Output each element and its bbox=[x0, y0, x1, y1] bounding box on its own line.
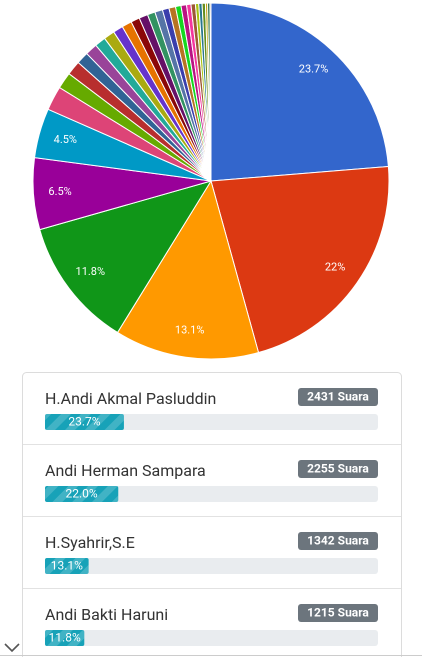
pie-slice bbox=[209, 2, 212, 182]
candidate-name: Andi Herman Sampara bbox=[45, 461, 206, 480]
votes-badge bbox=[298, 460, 378, 478]
percent-label: 22.0% bbox=[66, 487, 98, 501]
votes-label: 2255 Suara bbox=[307, 462, 369, 476]
chevron-icon[interactable] bbox=[4, 643, 20, 653]
votes-badge bbox=[298, 388, 378, 406]
progress-stripes bbox=[45, 414, 124, 430]
pie-slice bbox=[39, 180, 213, 334]
progress-stripes bbox=[45, 630, 85, 646]
slice-label: 22% bbox=[325, 261, 345, 274]
slice-label: 6.5% bbox=[48, 185, 71, 198]
progress-track bbox=[45, 558, 378, 574]
candidate-name: H.Andi Akmal Pasluddin bbox=[45, 389, 216, 408]
votes-label: 1215 Suara bbox=[307, 606, 369, 620]
slice-label: 23.7% bbox=[299, 63, 329, 76]
progress-track bbox=[45, 630, 378, 646]
progress-stripes bbox=[45, 558, 89, 574]
progress-track bbox=[45, 486, 378, 502]
pie-slice bbox=[210, 165, 390, 354]
progress-stripes bbox=[45, 486, 119, 502]
candidate-name: Andi Bakti Haruni bbox=[45, 605, 168, 624]
percent-label: 11.8% bbox=[49, 631, 81, 645]
candidate-name: H.Syahrir,S.E bbox=[45, 533, 135, 552]
progress-track bbox=[45, 414, 378, 430]
percent-label: 13.1% bbox=[51, 559, 83, 573]
slice-label: 11.8% bbox=[76, 265, 106, 278]
pie-slice bbox=[116, 179, 260, 360]
slice-label: 4.5% bbox=[54, 133, 77, 146]
slice-label: 13.1% bbox=[175, 324, 205, 337]
votes-label: 1342 Suara bbox=[307, 534, 369, 548]
votes-label: 2431 Suara bbox=[307, 390, 369, 404]
pie-slice bbox=[210, 2, 389, 182]
votes-badge bbox=[298, 532, 378, 550]
list-card bbox=[22, 372, 402, 657]
votes-badge bbox=[298, 604, 378, 622]
percent-label: 23.7% bbox=[68, 415, 100, 429]
